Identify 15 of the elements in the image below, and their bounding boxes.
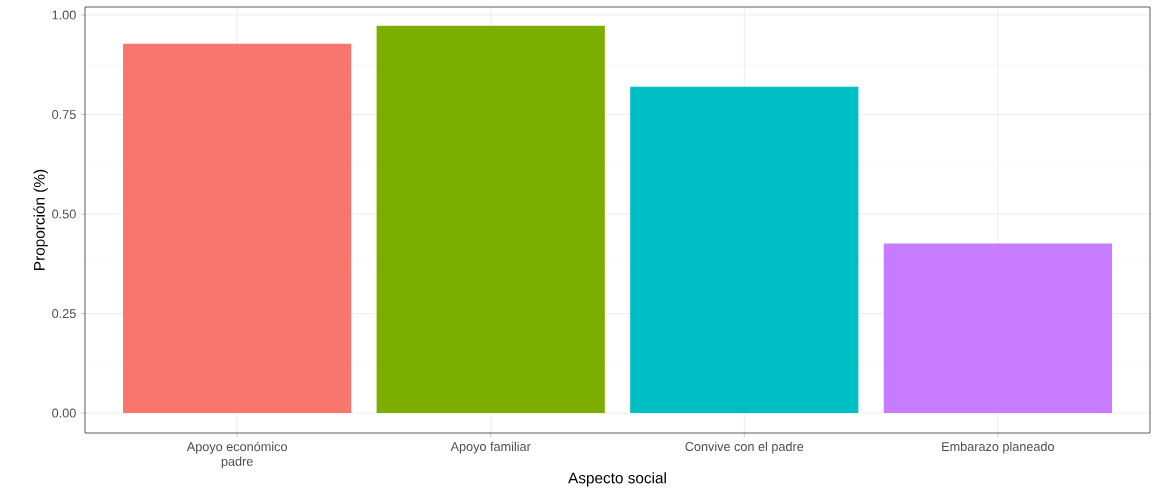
bar — [123, 43, 352, 414]
bar — [630, 86, 859, 414]
x-tick-label: Apoyo económico padre — [186, 441, 287, 469]
y-tick-label: 0.25 — [52, 309, 76, 319]
x-tick-label: Apoyo familiar — [450, 441, 531, 454]
x-tick-label: Embarazo planeado — [942, 441, 1054, 454]
bar — [376, 25, 605, 414]
y-tick-label: 1.00 — [52, 10, 76, 20]
y-tick-label: 0.75 — [52, 110, 76, 119]
y-axis-title: Proporción (%) — [33, 169, 48, 270]
y-tick-label: 0.00 — [52, 408, 76, 418]
bar — [883, 243, 1112, 414]
y-tick-label: 0.50 — [52, 209, 76, 219]
x-axis-title: Aspecto social — [568, 472, 666, 487]
x-tick-label: Convive con el padre — [685, 441, 804, 454]
